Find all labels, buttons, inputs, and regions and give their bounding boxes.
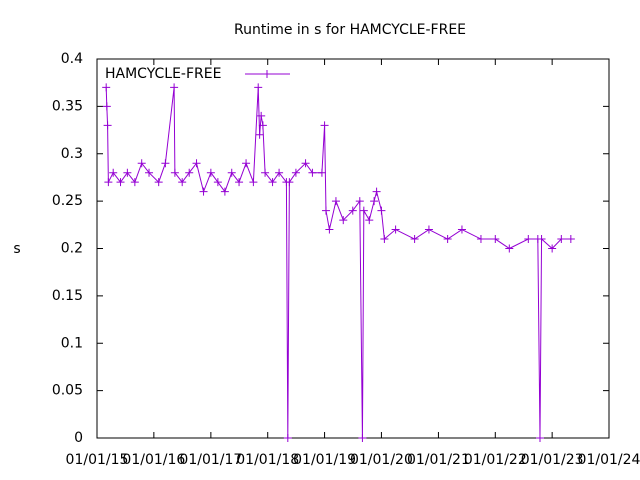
y-tick-label: 0.4 [61, 51, 83, 67]
point [365, 216, 374, 225]
y-tick-label: 0.15 [52, 288, 83, 304]
point [535, 434, 544, 442]
point [524, 235, 533, 244]
y-tick-label: 0.3 [61, 146, 83, 162]
point [235, 178, 244, 187]
point [275, 168, 284, 177]
point [331, 197, 340, 206]
y-tick-label: 0.05 [52, 383, 83, 399]
point [325, 225, 334, 234]
point [566, 235, 575, 244]
point [491, 235, 500, 244]
point [103, 121, 112, 130]
point [199, 187, 208, 196]
x-tick-label: 01/01/17 [179, 452, 242, 468]
point [170, 168, 179, 177]
point [377, 206, 386, 215]
x-tick-label: 01/01/20 [350, 452, 413, 468]
point [123, 168, 132, 177]
chart-title: Runtime in s for HAMCYCLE-FREE [234, 22, 466, 38]
point [443, 235, 452, 244]
point [109, 168, 118, 177]
point [261, 168, 270, 177]
y-tick-label: 0 [74, 430, 83, 446]
x-tick-label: 01/01/24 [578, 452, 640, 468]
point [104, 178, 113, 187]
point [227, 168, 236, 177]
point [424, 225, 433, 234]
point [358, 434, 367, 442]
point [257, 111, 266, 120]
point [410, 235, 419, 244]
point [213, 178, 222, 187]
point [161, 159, 170, 168]
point [339, 216, 348, 225]
point [285, 178, 294, 187]
point [291, 168, 300, 177]
point [137, 159, 146, 168]
y-tick-label: 0.1 [61, 335, 83, 351]
point [154, 178, 163, 187]
x-tick-label: 01/01/23 [521, 452, 584, 468]
y-tick-label: 0.35 [52, 98, 83, 114]
point [301, 159, 310, 168]
point [372, 187, 381, 196]
point [258, 121, 267, 130]
point [130, 178, 139, 187]
point [145, 168, 154, 177]
point [283, 434, 292, 442]
point [317, 168, 326, 177]
point [308, 168, 317, 177]
point [178, 178, 187, 187]
point [192, 159, 201, 168]
point [359, 206, 368, 215]
x-tick-label: 01/01/15 [66, 452, 129, 468]
point [537, 235, 546, 244]
series-line [105, 87, 571, 439]
point [380, 235, 389, 244]
point [255, 130, 264, 139]
point [557, 235, 566, 244]
point [370, 197, 379, 206]
x-tick-label: 01/01/18 [236, 452, 299, 468]
point [254, 83, 263, 92]
y-axis-label: s [13, 241, 20, 257]
point [548, 244, 557, 253]
legend-swatch [263, 70, 271, 78]
point [457, 225, 466, 234]
x-tick-label: 01/01/21 [407, 452, 470, 468]
point [102, 102, 111, 111]
point [220, 187, 229, 196]
point [102, 83, 111, 92]
x-tick-label: 01/01/19 [293, 452, 356, 468]
point [268, 178, 277, 187]
point [321, 206, 330, 215]
point [206, 168, 215, 177]
point [505, 244, 514, 253]
point [476, 235, 485, 244]
point [391, 225, 400, 234]
point [170, 83, 179, 92]
plot-border [96, 58, 610, 439]
point [185, 168, 194, 177]
point [320, 121, 329, 130]
point [116, 178, 125, 187]
y-tick-label: 0.25 [52, 193, 83, 209]
x-tick-label: 01/01/16 [122, 452, 185, 468]
point [348, 206, 357, 215]
x-tick-label: 01/01/22 [464, 452, 527, 468]
point [242, 159, 251, 168]
legend-label: HAMCYCLE-FREE [105, 66, 221, 82]
point [249, 178, 258, 187]
point [355, 197, 364, 206]
y-tick-label: 0.2 [61, 241, 83, 257]
